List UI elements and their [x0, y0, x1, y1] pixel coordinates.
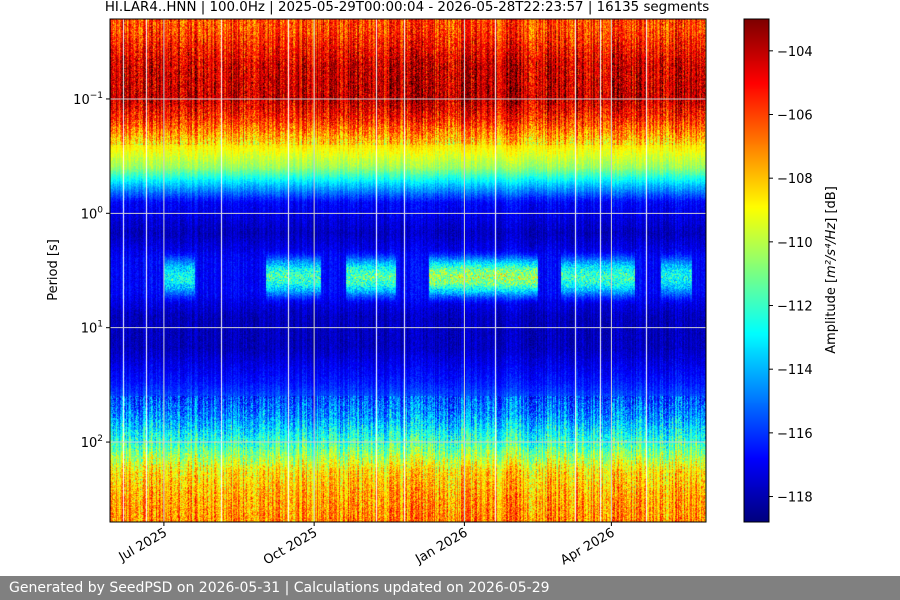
colorbar-label-prefix: Amplitude [: [824, 278, 839, 354]
colorbar-tick-label: −114: [777, 363, 813, 378]
y-tick-label: 101: [81, 320, 103, 337]
y-tick-label: 100: [81, 205, 104, 222]
x-axis: Jul 2025 Oct 2025 Jan 2026 Apr 2026: [116, 522, 617, 568]
y-axis: 10−1 100 101 102: [73, 91, 110, 451]
colorbar: −104 −106 −108 −110 −112 −114 −116 −118 Amplitu…: [743, 18, 839, 523]
x-tick-label: Oct 2025: [261, 525, 320, 568]
colorbar-tick-label: −118: [777, 491, 813, 506]
colorbar-tick-label: −108: [777, 172, 813, 187]
grid-lines: [110, 19, 706, 522]
colorbar-tick-label: −116: [777, 427, 813, 442]
colorbar-label-suffix: ] [dB]: [824, 186, 839, 223]
colorbar-gradient: [744, 19, 769, 522]
chart-title: HI.LAR4..HNN | 100.0Hz | 2025-05-29T00:0…: [105, 0, 709, 15]
colorbar-tick-label: −110: [777, 236, 813, 251]
spectrogram-plot-area: [109, 18, 707, 523]
footer-text: Generated by SeedPSD on 2026-05-31 | Cal…: [9, 580, 550, 596]
colorbar-label-units: m²/s⁴/Hz: [824, 222, 839, 278]
colorbar-label: Amplitude [m²/s⁴/Hz] [dB]: [824, 186, 839, 354]
y-axis-label: Period [s]: [46, 239, 61, 301]
colorbar-frame: [743, 18, 770, 523]
x-tick-label: Apr 2026: [558, 525, 617, 568]
y-tick-label: 10−1: [73, 91, 103, 108]
y-tick-label: 102: [81, 434, 103, 451]
psd-spectrogram-figure: HI.LAR4..HNN | 100.0Hz | 2025-05-29T00:0…: [46, 0, 839, 568]
colorbar-tick-label: −106: [777, 109, 813, 124]
x-tick-label: Jan 2026: [412, 525, 470, 567]
footer-bar: Generated by SeedPSD on 2026-05-31 | Cal…: [0, 576, 900, 600]
plot-frame: [109, 18, 707, 523]
colorbar-tick-label: −112: [777, 300, 813, 315]
spectrogram-heatmap: [110, 19, 706, 522]
x-tick-label: Jul 2025: [116, 525, 170, 565]
colorbar-tick-label: −104: [777, 45, 813, 60]
colorbar-ticks: −104 −106 −108 −110 −112 −114 −116 −118: [769, 45, 813, 506]
